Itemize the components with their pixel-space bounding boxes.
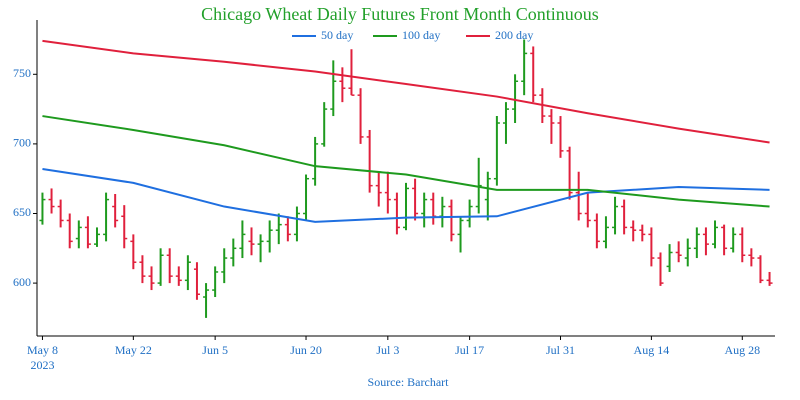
- x-tick-label: Jul 3: [376, 343, 399, 357]
- x-tick-label: Jun 5: [202, 343, 228, 357]
- x-tick-label: Aug 28: [724, 343, 760, 357]
- x-tick-label: May 22: [115, 343, 152, 357]
- y-tick-label: 600: [13, 275, 31, 289]
- x-tick-label: Aug 14: [634, 343, 670, 357]
- x-tick-label: Jul 31: [546, 343, 575, 357]
- y-tick-label: 650: [13, 205, 31, 219]
- y-tick-label: 750: [13, 66, 31, 80]
- moving-average-line: [42, 167, 770, 223]
- legend-label: 100 day: [402, 28, 440, 42]
- x-tick-label: May 8: [27, 343, 58, 357]
- x-tick-label: Jul 17: [455, 343, 484, 357]
- legend-label: 50 day: [321, 28, 353, 42]
- moving-average-line: [42, 39, 770, 144]
- chart-title: Chicago Wheat Daily Futures Front Month …: [201, 4, 599, 24]
- x-year-label: 2023: [30, 358, 54, 372]
- x-axis-label: Source: Barchart: [368, 375, 450, 389]
- moving-average-line: [42, 115, 770, 208]
- legend-label: 200 day: [495, 28, 533, 42]
- x-tick-label: Jun 20: [290, 343, 322, 357]
- y-tick-label: 700: [13, 136, 31, 150]
